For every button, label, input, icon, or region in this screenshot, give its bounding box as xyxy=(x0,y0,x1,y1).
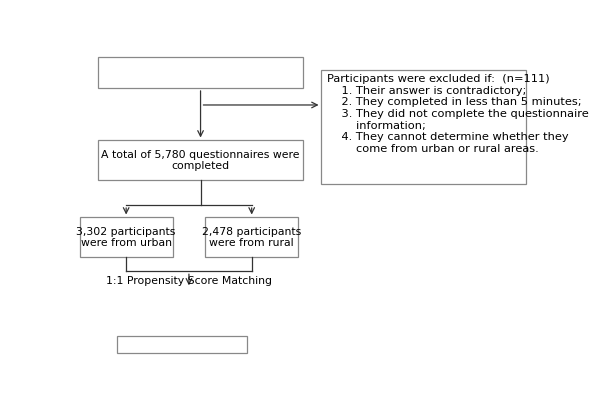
Text: A total of 5,780 questionnaires were
completed: A total of 5,780 questionnaires were com… xyxy=(101,150,300,171)
Text: 2,478 participants
were from rural: 2,478 participants were from rural xyxy=(202,227,301,248)
FancyBboxPatch shape xyxy=(80,218,173,258)
FancyBboxPatch shape xyxy=(322,70,526,184)
Text: 1:1 Propensity Score Matching: 1:1 Propensity Score Matching xyxy=(106,276,272,286)
FancyBboxPatch shape xyxy=(98,57,303,88)
Text: 3,302 participants
were from urban: 3,302 participants were from urban xyxy=(76,227,176,248)
FancyBboxPatch shape xyxy=(205,218,298,258)
Text: Participants were excluded if:  (n=111)
    1. Their answer is contradictory;
  : Participants were excluded if: (n=111) 1… xyxy=(328,74,589,154)
FancyBboxPatch shape xyxy=(98,140,303,180)
FancyBboxPatch shape xyxy=(117,336,247,353)
